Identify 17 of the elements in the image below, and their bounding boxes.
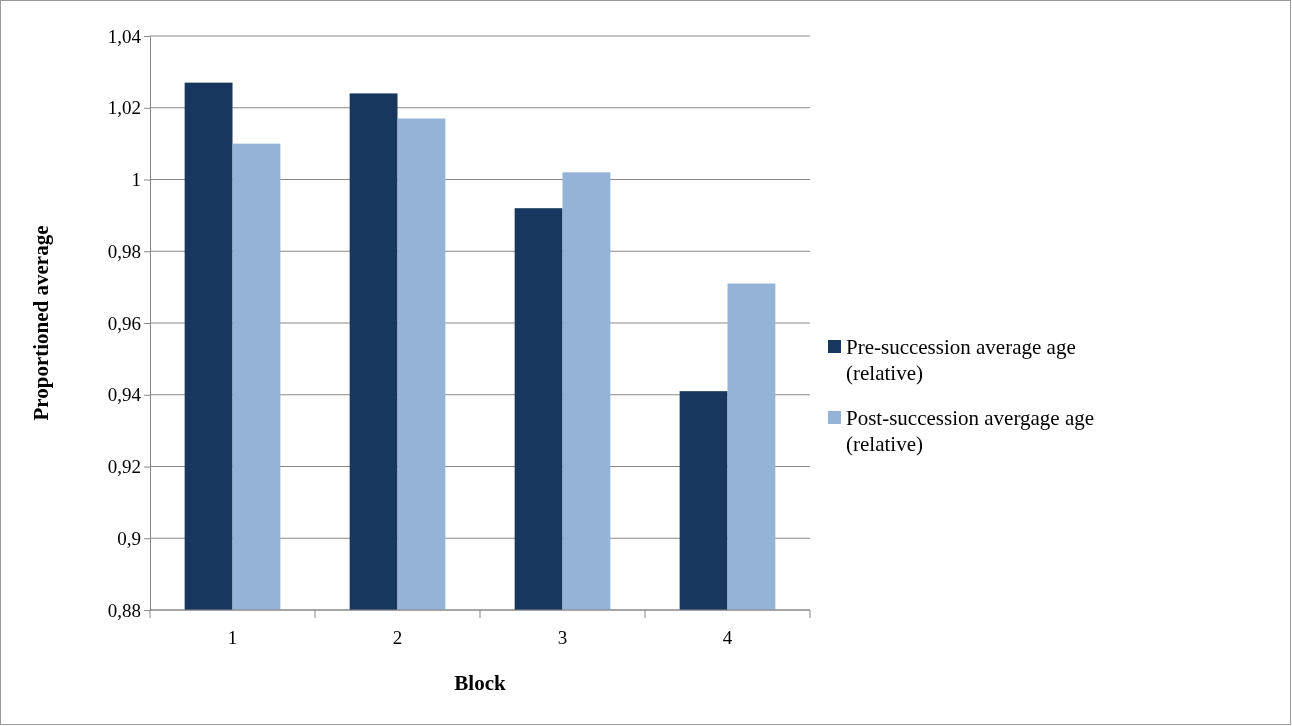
x-axis-title: Block <box>454 671 506 695</box>
y-tick-label: 0,98 <box>107 240 141 262</box>
legend-label: Pre-succession average age (relative) <box>846 335 1076 385</box>
y-tick-label: 0,88 <box>107 599 141 621</box>
legend-label: Post-succession avergage age (relative) <box>846 406 1095 456</box>
y-tick-label: 0,9 <box>117 527 141 549</box>
x-tick-label: 2 <box>392 627 403 648</box>
x-tick-label: 1 <box>227 627 238 648</box>
y-tick-label: 1,02 <box>107 97 141 119</box>
x-tick-label: 4 <box>722 627 733 648</box>
y-axis-title: Proportioned average <box>29 225 53 421</box>
y-tick-label: 0,92 <box>107 456 141 478</box>
y-tick-label: 0,96 <box>107 312 141 334</box>
y-tick-label: 0,94 <box>107 384 142 406</box>
x-tick-label: 3 <box>557 627 568 648</box>
y-tick-label: 1,04 <box>107 25 142 47</box>
y-tick-label: 1 <box>131 169 141 191</box>
